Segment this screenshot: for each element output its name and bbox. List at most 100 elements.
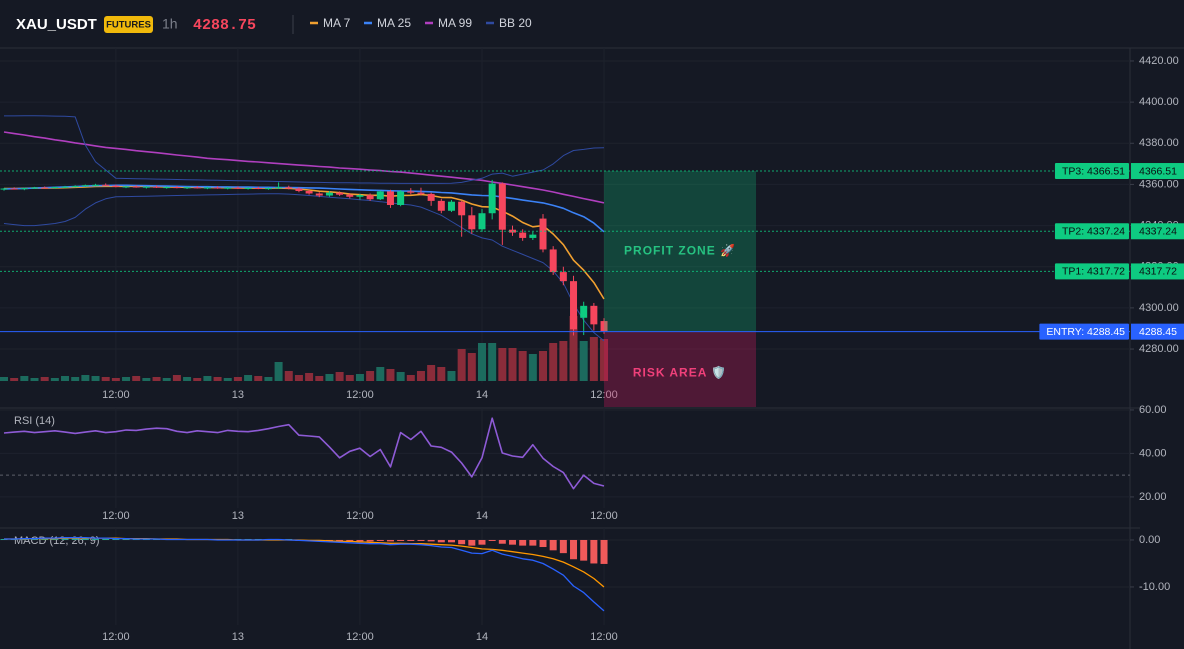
candle-body [305, 191, 313, 194]
histogram-bar [386, 539, 394, 542]
legend-label: MA 25 [377, 16, 411, 30]
candle-body [427, 193, 435, 201]
volume-bar [0, 377, 8, 381]
volume-bar [549, 343, 558, 381]
volume-bar [305, 373, 314, 381]
pane-title: RSI (14) [14, 415, 55, 427]
y-tick-label: 40.00 [1139, 447, 1167, 459]
candle-body [447, 201, 455, 211]
histogram-bar [356, 539, 364, 542]
volume-bar [315, 376, 324, 381]
bb-upper [4, 115, 605, 184]
x-tick-label: 12:00 [590, 510, 618, 522]
candle-body [295, 188, 303, 192]
volume-bar [233, 377, 242, 381]
candle-body [346, 194, 354, 197]
volume-bar [539, 351, 548, 381]
legend-label: BB 20 [499, 16, 532, 30]
candle-body [193, 187, 201, 189]
histogram-bar [570, 539, 578, 560]
histogram-bar [468, 539, 476, 546]
candle-body [264, 188, 272, 190]
x-tick-label: 12:00 [346, 389, 374, 401]
histogram-bar [336, 539, 344, 541]
volume-bar [589, 337, 598, 381]
badge-bg [104, 16, 153, 33]
volume-bar [528, 354, 537, 381]
candle-body [61, 186, 69, 188]
volume-bar [122, 377, 131, 381]
candle-body [539, 218, 547, 250]
profit-zone [604, 171, 757, 332]
histogram-bar [376, 539, 384, 541]
volume-bar [203, 376, 212, 381]
x-tick-label: 12:00 [102, 389, 130, 401]
x-tick-label: 13 [232, 510, 244, 522]
x-tick-label: 14 [476, 631, 488, 643]
volume-bar [81, 375, 90, 381]
candle-body [376, 191, 384, 200]
macd-line [4, 536, 605, 612]
histogram-bar [600, 539, 608, 564]
candle-body [397, 191, 405, 206]
volume-bar [284, 371, 293, 381]
volume-bar [396, 372, 405, 381]
volume-bar [264, 377, 273, 381]
candle-body [122, 186, 130, 188]
candle-body [224, 187, 232, 189]
level-axis-label: 4317.72 [1139, 266, 1177, 278]
histogram-bar [71, 538, 79, 540]
y-tick-label: 60.00 [1139, 404, 1167, 416]
histogram-bar [529, 539, 537, 546]
volume-bar [61, 376, 70, 381]
volume-bar [335, 372, 344, 381]
volume-bar [488, 343, 497, 381]
histogram-bar [407, 539, 415, 541]
volume-bar [406, 375, 415, 381]
volume-bar [427, 365, 436, 381]
level-tag: TP1: 4317.72 [1062, 266, 1125, 278]
candle-body [132, 186, 140, 188]
histogram-bar [559, 539, 567, 554]
badge: FUTURES [106, 20, 151, 31]
candle-body [102, 184, 110, 186]
histogram-bar [366, 539, 374, 542]
y-tick-label: 4280.00 [1139, 343, 1179, 355]
volume-bar [193, 378, 202, 381]
candle-body [163, 187, 171, 189]
candle-body [203, 187, 211, 189]
x-tick-label: 12:00 [102, 631, 130, 643]
y-tick-label: 0.00 [1139, 534, 1160, 546]
candle-body [275, 187, 283, 189]
candle-body [366, 195, 374, 200]
candle-body [41, 187, 49, 189]
x-tick-label: 12:00 [590, 389, 618, 401]
symbol: XAU_USDT [16, 16, 97, 33]
histogram-bar [417, 539, 425, 541]
level-tag: ENTRY: 4288.45 [1046, 326, 1125, 338]
histogram-bar [519, 539, 527, 546]
histogram-bar [539, 539, 547, 548]
candle-body [437, 200, 445, 211]
histogram-bar [580, 539, 588, 561]
histogram-bar [509, 539, 516, 545]
volume-bar [559, 341, 568, 381]
level-tag-bg [1039, 323, 1129, 340]
candle-body [20, 188, 28, 190]
candle-body [153, 186, 161, 188]
x-tick-label: 14 [476, 389, 488, 401]
volume-bar [142, 378, 151, 381]
candle-body [600, 321, 608, 332]
level-tag-bg [1054, 163, 1129, 180]
volume-bar [71, 377, 80, 381]
candle-body [244, 187, 252, 189]
interval[interactable]: 1h [162, 16, 178, 32]
histogram-bar [590, 539, 598, 564]
x-tick-label: 14 [476, 510, 488, 522]
bb-lower [3, 193, 605, 342]
y-tick-label: 4420.00 [1139, 55, 1179, 67]
volume-bar [355, 374, 364, 381]
x-tick-label: 12:00 [102, 510, 130, 522]
histogram-bar [498, 539, 506, 544]
